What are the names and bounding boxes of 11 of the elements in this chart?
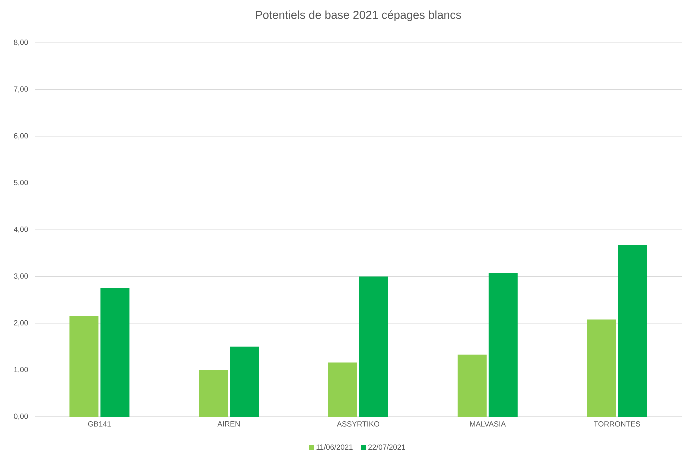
bar (199, 370, 228, 417)
bar (230, 346, 260, 417)
bar (328, 362, 358, 417)
bar (458, 354, 487, 417)
bar (587, 320, 616, 417)
bar (100, 288, 130, 417)
bar (360, 276, 388, 417)
bar (618, 245, 648, 417)
bar (70, 316, 99, 417)
chart-title: Potentiels de base 2021 cépages blancs (256, 10, 462, 22)
bar (488, 273, 518, 417)
